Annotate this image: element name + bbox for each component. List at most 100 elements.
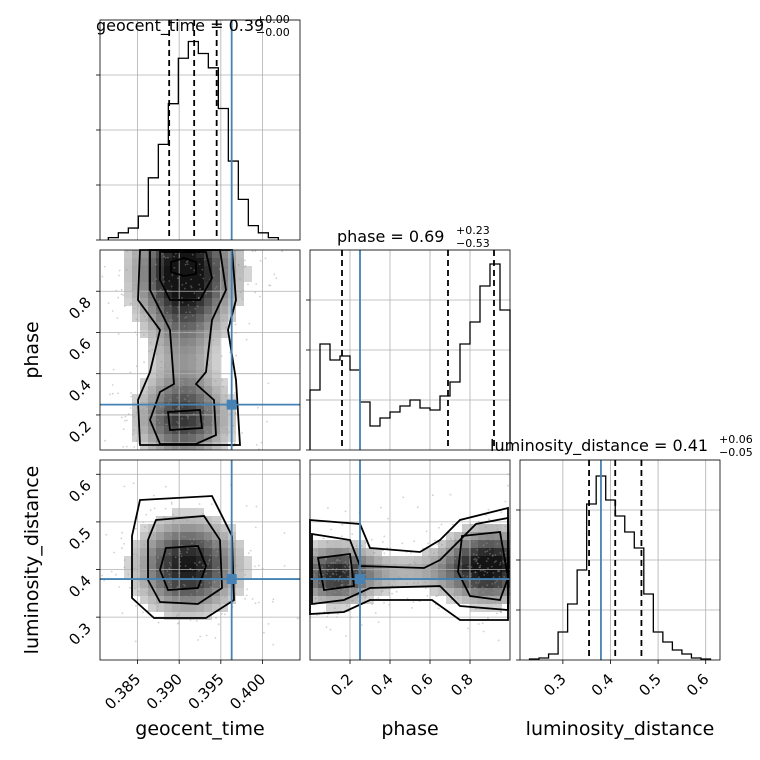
sample-point — [141, 429, 143, 431]
sample-point — [122, 446, 125, 448]
density-cell — [334, 572, 342, 580]
sample-point — [351, 533, 354, 536]
sample-point — [207, 539, 209, 542]
density-cell — [502, 556, 510, 564]
sample-point — [184, 398, 186, 401]
sample-point — [212, 274, 215, 277]
sample-point — [498, 570, 501, 572]
density-cell — [156, 580, 164, 588]
sample-point — [383, 535, 386, 538]
density-cell — [140, 442, 148, 450]
sample-point — [341, 584, 343, 587]
sample-point — [166, 570, 169, 573]
sample-point — [296, 617, 299, 620]
density-cell — [164, 442, 172, 450]
density-cell — [374, 564, 382, 572]
density-cell — [374, 548, 382, 556]
sample-point — [167, 381, 170, 384]
density-cell — [342, 580, 350, 588]
sample-point — [373, 580, 376, 583]
sample-point — [504, 555, 507, 558]
sample-point — [460, 563, 463, 566]
sample-point — [180, 544, 183, 547]
sample-point — [492, 554, 494, 557]
sample-point — [371, 603, 374, 606]
density-cell — [164, 580, 172, 588]
sample-point — [473, 535, 476, 538]
sample-point — [146, 398, 149, 401]
density-cell — [180, 330, 188, 338]
sample-point — [203, 602, 206, 605]
density-cell — [196, 362, 204, 370]
sample-point — [103, 265, 106, 268]
sample-point — [201, 323, 204, 325]
sample-point — [346, 540, 349, 543]
sample-point — [243, 266, 246, 268]
sample-point — [254, 250, 257, 252]
density-cell — [132, 564, 140, 572]
density-cell — [188, 532, 196, 540]
density-cell — [196, 426, 204, 434]
sample-point — [145, 318, 148, 321]
density-cell — [236, 556, 244, 564]
sample-point — [193, 360, 196, 363]
sample-point — [208, 327, 210, 330]
density-cell — [164, 612, 172, 620]
density-cell — [366, 556, 374, 564]
sample-point — [130, 392, 133, 394]
density-cell — [212, 322, 220, 330]
density-cell — [502, 532, 510, 540]
density-cell — [478, 564, 486, 572]
sample-point — [346, 605, 348, 607]
sample-point — [190, 267, 192, 270]
sample-point — [203, 429, 205, 431]
sample-point — [467, 565, 470, 568]
sample-point — [255, 283, 258, 285]
y-tick-label: 0.5 — [65, 524, 95, 554]
sample-point — [487, 617, 489, 620]
sample-point — [193, 538, 195, 541]
histogram-steps — [309, 263, 511, 450]
density-cell — [156, 548, 164, 556]
density-cell — [180, 402, 188, 410]
sample-point — [453, 585, 456, 588]
sample-point — [493, 588, 495, 590]
density-cell — [204, 274, 212, 282]
density-cell — [124, 564, 132, 572]
sample-point — [122, 428, 125, 431]
density-cell — [172, 572, 180, 580]
sample-point — [216, 529, 219, 532]
sample-point — [497, 570, 500, 572]
density-cell — [366, 548, 374, 556]
sample-point — [137, 305, 140, 307]
sample-point — [215, 285, 218, 288]
sample-point — [255, 505, 258, 508]
density-cell — [124, 274, 132, 282]
sample-point — [500, 611, 502, 613]
sample-point — [194, 308, 197, 310]
density-cell — [188, 250, 196, 258]
sample-point — [251, 250, 254, 253]
density-cell — [188, 274, 196, 282]
density-cell — [124, 266, 132, 274]
sample-point — [150, 418, 153, 421]
y-tick-label: 0.3 — [65, 619, 95, 649]
density-cell — [334, 588, 342, 596]
density-cell — [188, 338, 196, 346]
sample-point — [186, 519, 189, 522]
density-cell — [180, 378, 188, 386]
sample-point — [208, 558, 211, 561]
density-cell — [204, 596, 212, 604]
density-cell — [350, 596, 358, 604]
panel-frame — [309, 249, 511, 451]
density-cell — [494, 532, 502, 540]
density-cell — [204, 540, 212, 548]
sample-point — [212, 388, 214, 391]
sample-point — [168, 351, 171, 354]
density-cell — [148, 580, 156, 588]
sample-point — [196, 325, 199, 327]
density-cell — [220, 298, 228, 306]
sample-point — [475, 554, 478, 556]
sample-point — [360, 624, 363, 626]
sample-point — [381, 589, 384, 592]
